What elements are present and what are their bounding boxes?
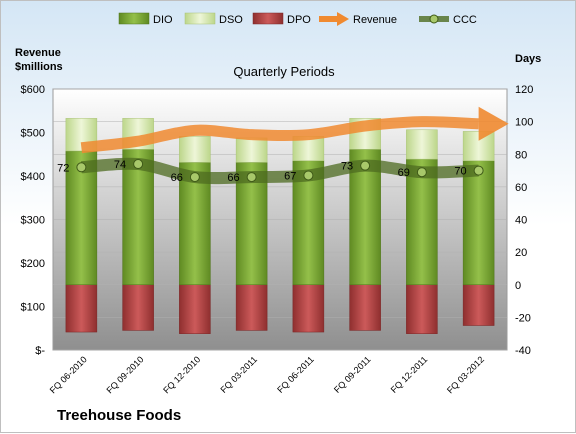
ccc-data-label: 66 [171,172,183,184]
x-tick-label: FQ 06-2010 [48,354,89,395]
ccc-point [76,162,87,173]
dio-bar [462,160,495,285]
dpo-bar [406,284,438,334]
ccc-point [473,165,484,176]
left-axis-label-line2: $millions [15,61,63,73]
dpo-bar [179,284,211,334]
dpo-bar [235,284,268,331]
dio-bar [406,158,438,285]
ccc-point [360,160,371,171]
ccc-point [246,172,257,183]
ccc-point [189,172,200,183]
legend-swatch [429,14,439,24]
ccc-data-label: 70 [454,166,466,178]
ccc-data-label: 73 [341,161,353,173]
right-tick-label: 60 [515,182,527,194]
right-tick-label: -40 [515,345,531,357]
ccc-data-label: 69 [398,167,410,179]
ccc-point [416,167,427,178]
dso-bar [235,137,268,163]
ccc-data-label: 72 [57,162,69,174]
x-tick-label: FQ 09-2011 [332,354,373,395]
left-axis-label-line1: Revenue [15,47,61,59]
left-tick-label: $100 [21,302,45,314]
x-tick-label: FQ 03-2012 [445,354,486,395]
right-tick-label: 100 [515,117,533,129]
ccc-data-label: 67 [284,170,296,182]
x-tick-label: FQ 12-2011 [389,354,430,395]
legend-label: DSO [219,14,243,26]
left-tick-label: $400 [21,171,45,183]
legend-label: CCC [453,14,477,26]
revenue-line [80,116,479,154]
dio-bar [122,149,154,285]
dso-bar [406,129,438,160]
left-tick-label: $600 [21,84,45,96]
dso-bar [179,136,211,163]
right-tick-label: 20 [515,247,527,259]
right-axis-label: Days [515,53,542,65]
right-tick-label: 0 [515,280,521,292]
legend-swatch [337,12,349,26]
legend-label: DPO [287,14,311,26]
legend-swatch [184,12,216,25]
left-tick-label: $500 [21,128,45,140]
x-tick-label: FQ 09-2010 [105,354,146,395]
ccc-data-label: 66 [227,172,239,184]
legend-label: Revenue [353,14,397,26]
company-name: Treehouse Foods [57,407,182,424]
chart-title: Quarterly Periods [233,64,335,79]
legend-label: DIO [153,14,173,26]
dio-bar [65,150,98,285]
dpo-bar [292,284,325,333]
x-tick-label: FQ 12-2010 [161,354,202,395]
legend-swatch [118,12,150,25]
dpo-bar [462,284,495,326]
legend-swatch [252,12,284,25]
dpo-bar [122,284,154,331]
ccc-data-label: 74 [114,159,126,171]
right-tick-label: 120 [515,84,533,96]
ccc-point [133,159,144,170]
right-tick-label: 40 [515,215,527,227]
left-tick-label: $200 [21,258,45,270]
ccc-point [303,170,314,181]
right-tick-label: -20 [515,312,531,324]
left-tick-label: $- [35,345,45,357]
x-tick-label: FQ 03-2011 [218,354,259,395]
dpo-bar [349,284,381,331]
dpo-bar [65,284,98,333]
right-tick-label: 80 [515,149,527,161]
x-tick-label: FQ 06-2011 [275,354,316,395]
revenue-arrowhead [478,106,509,141]
left-tick-label: $300 [21,215,45,227]
